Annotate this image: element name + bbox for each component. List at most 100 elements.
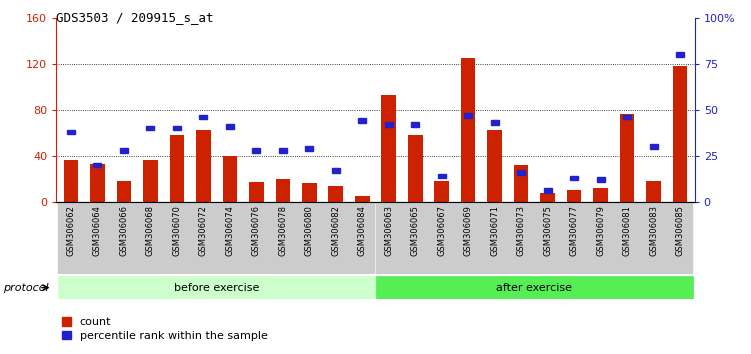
Bar	[190, 202, 216, 274]
Bar	[164, 202, 190, 274]
Text: GSM306079: GSM306079	[596, 205, 605, 256]
Bar	[328, 185, 343, 202]
Text: GSM306078: GSM306078	[279, 205, 288, 256]
Text: GSM306074: GSM306074	[225, 205, 234, 256]
Bar	[322, 202, 349, 274]
Bar	[490, 120, 499, 125]
Bar	[623, 115, 631, 119]
Bar	[146, 126, 155, 131]
Bar	[570, 176, 578, 180]
Text: GSM306070: GSM306070	[172, 205, 181, 256]
Bar	[332, 168, 339, 173]
Bar	[517, 170, 525, 175]
Bar	[358, 119, 366, 123]
Bar	[535, 202, 561, 274]
Bar	[279, 148, 287, 153]
Text: GSM306062: GSM306062	[66, 205, 75, 256]
Bar	[587, 202, 614, 274]
Bar	[376, 202, 402, 274]
Bar	[302, 183, 317, 202]
Bar	[438, 174, 446, 178]
Text: after exercise: after exercise	[496, 282, 572, 293]
Bar	[252, 148, 261, 153]
Bar	[58, 276, 376, 299]
Bar	[196, 131, 210, 202]
Bar	[412, 122, 419, 127]
Bar	[64, 160, 78, 202]
Bar	[116, 181, 131, 202]
Bar	[173, 126, 181, 131]
Bar	[481, 202, 508, 274]
Bar	[514, 165, 529, 202]
Bar	[434, 181, 449, 202]
Text: GSM306073: GSM306073	[517, 205, 526, 256]
Bar	[249, 182, 264, 202]
Bar	[305, 146, 313, 151]
Bar	[226, 124, 234, 129]
Bar	[276, 179, 290, 202]
Bar	[544, 188, 552, 193]
Bar	[593, 188, 608, 202]
Bar	[376, 276, 693, 299]
Bar	[382, 95, 396, 202]
Bar	[243, 202, 270, 274]
Text: GSM306081: GSM306081	[623, 205, 632, 256]
Bar	[464, 113, 472, 118]
Bar	[216, 202, 243, 274]
Bar	[676, 52, 684, 57]
Bar	[296, 202, 322, 274]
Text: GSM306063: GSM306063	[385, 205, 394, 256]
Bar	[408, 135, 423, 202]
Text: GSM306068: GSM306068	[146, 205, 155, 256]
Text: GSM306071: GSM306071	[490, 205, 499, 256]
Bar	[199, 115, 207, 119]
Bar	[567, 190, 581, 202]
Text: GSM306065: GSM306065	[411, 205, 420, 256]
Text: GDS3503 / 209915_s_at: GDS3503 / 209915_s_at	[56, 11, 214, 24]
Bar	[110, 202, 137, 274]
Bar	[93, 162, 101, 167]
Bar	[487, 131, 502, 202]
Bar	[650, 144, 658, 149]
Bar	[647, 181, 661, 202]
Bar	[90, 164, 104, 202]
Bar	[270, 202, 296, 274]
Bar	[385, 122, 393, 127]
Bar	[355, 196, 369, 202]
Bar	[541, 193, 555, 202]
Legend: count, percentile rank within the sample: count, percentile rank within the sample	[62, 317, 267, 341]
Bar	[84, 202, 110, 274]
Bar	[120, 148, 128, 153]
Text: GSM306076: GSM306076	[252, 205, 261, 256]
Bar	[614, 202, 641, 274]
Bar	[143, 160, 158, 202]
Bar	[667, 202, 693, 274]
Bar	[137, 202, 164, 274]
Bar	[461, 58, 475, 202]
Text: before exercise: before exercise	[174, 282, 259, 293]
Bar	[222, 156, 237, 202]
Text: GSM306066: GSM306066	[119, 205, 128, 256]
Text: protocol: protocol	[3, 282, 49, 293]
Bar	[508, 202, 535, 274]
Text: GSM306085: GSM306085	[676, 205, 685, 256]
Bar	[170, 135, 184, 202]
Bar	[402, 202, 429, 274]
Text: GSM306083: GSM306083	[649, 205, 658, 256]
Text: GSM306064: GSM306064	[93, 205, 102, 256]
Text: GSM306069: GSM306069	[463, 205, 472, 256]
Text: GSM306072: GSM306072	[199, 205, 208, 256]
Text: GSM306080: GSM306080	[305, 205, 314, 256]
Text: GSM306075: GSM306075	[543, 205, 552, 256]
Bar	[561, 202, 587, 274]
Bar	[596, 177, 605, 182]
Text: GSM306084: GSM306084	[357, 205, 366, 256]
Bar	[641, 202, 667, 274]
Bar	[673, 66, 687, 202]
Bar	[67, 130, 75, 134]
Bar	[58, 202, 84, 274]
Text: GSM306067: GSM306067	[437, 205, 446, 256]
Text: GSM306077: GSM306077	[570, 205, 579, 256]
Bar	[620, 114, 635, 202]
Text: GSM306082: GSM306082	[331, 205, 340, 256]
